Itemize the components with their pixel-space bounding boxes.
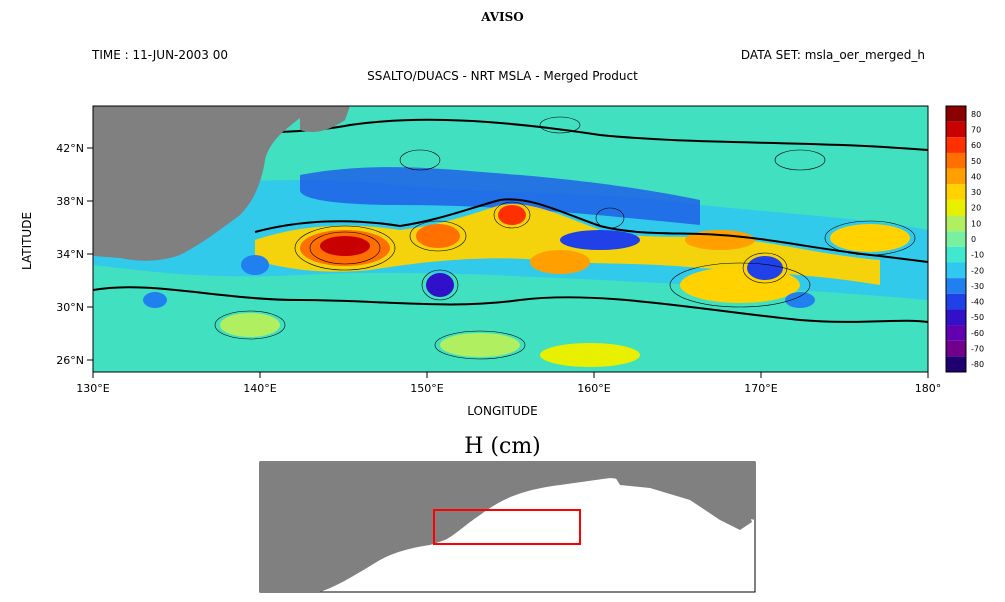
colorbar-label: -60 xyxy=(971,329,984,338)
colorbar-swatch xyxy=(946,293,966,310)
x-axis-label: LONGITUDE xyxy=(467,404,538,418)
colorbar-swatch xyxy=(946,231,966,247)
x-tick-label: 160°E xyxy=(577,382,610,395)
colorbar-swatch xyxy=(946,356,966,372)
colorbar-swatch xyxy=(946,184,966,200)
colorbar-swatch xyxy=(946,215,966,232)
colorbar-swatch xyxy=(946,309,966,326)
colorbar-swatch xyxy=(946,152,966,169)
x-tick-label: 150°E xyxy=(410,382,443,395)
colorbar-label: -70 xyxy=(971,345,984,354)
colorbar-frame xyxy=(945,105,967,373)
colorbar-label: 40 xyxy=(971,172,981,181)
main-map-field xyxy=(93,106,928,372)
colorbar-label: 30 xyxy=(971,188,981,197)
inset-land xyxy=(260,462,755,592)
colorbar-swatch xyxy=(946,246,966,263)
x-tick-label: 130°E xyxy=(76,382,109,395)
colorbar-label: 10 xyxy=(971,219,981,228)
colorbar-label: -80 xyxy=(971,360,984,369)
x-tick-label: 140°E xyxy=(243,382,276,395)
colorbar-label: -50 xyxy=(971,313,984,322)
map-subtitle: SSALTO/DUACS - NRT MSLA - Merged Product xyxy=(367,69,638,83)
y-tick-label: 34°N xyxy=(56,248,84,261)
colorbar-label: -30 xyxy=(971,282,984,291)
colorbar-label: 0 xyxy=(971,235,976,244)
colorbar-swatch xyxy=(946,325,966,341)
y-tick-label: 30°N xyxy=(56,301,84,314)
region-highlight-box xyxy=(433,509,581,545)
time-label: TIME : 11-JUN-2003 00 xyxy=(92,48,228,62)
inset-map xyxy=(259,461,756,593)
colorbar-label: -40 xyxy=(971,298,984,307)
colorbar-label: -10 xyxy=(971,251,984,260)
colorbar-label: 70 xyxy=(971,125,981,134)
colorbar-swatch xyxy=(946,106,966,122)
colorbar-swatch xyxy=(946,137,966,153)
colorbar-label: 60 xyxy=(971,141,981,150)
y-tick-label: 38°N xyxy=(56,195,84,208)
inset-title: H (cm) xyxy=(464,434,541,459)
colorbar-swatch xyxy=(946,121,966,138)
axis-ticks xyxy=(87,147,929,378)
colorbar-swatch xyxy=(946,199,966,216)
colorbar-label: -20 xyxy=(971,266,984,275)
y-tick-label: 26°N xyxy=(56,354,84,367)
y-tick-label: 42°N xyxy=(56,142,84,155)
colorbar-label: 50 xyxy=(971,157,981,166)
colorbar-swatch xyxy=(946,340,966,357)
colorbar-label: 20 xyxy=(971,204,981,213)
x-tick-label: 170°E xyxy=(744,382,777,395)
x-tick-label: 180° xyxy=(915,382,942,395)
map-title: AVISO xyxy=(481,10,524,24)
colorbar: 80 70 60 50 40 30 20 10 0 -10 -20 -30 -40 -50 -60 -70 -8… xyxy=(945,105,984,373)
map-frame xyxy=(92,105,929,373)
colorbar-swatch xyxy=(946,262,966,279)
colorbar-label: 80 xyxy=(971,110,981,119)
colorbar-swatch xyxy=(946,168,966,185)
dataset-label: DATA SET: msla_oer_merged_h xyxy=(740,48,925,62)
colorbar-swatch xyxy=(946,278,966,294)
land-mass xyxy=(93,106,300,261)
